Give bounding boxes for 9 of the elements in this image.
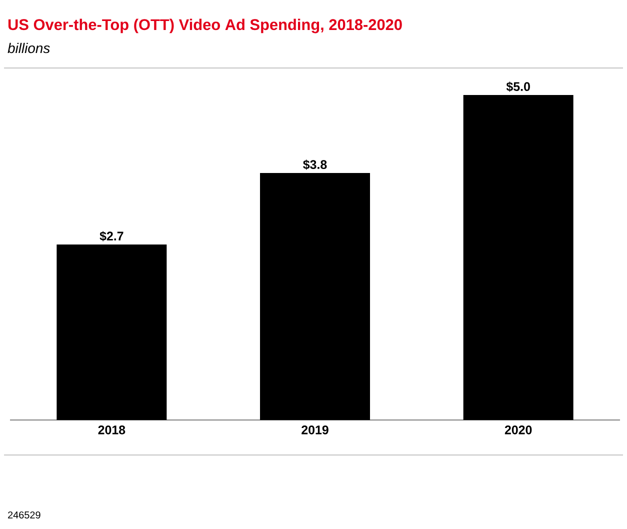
data-label: $2.7: [100, 231, 124, 242]
x-tick-label: 2020: [504, 426, 532, 434]
chart-subtitle: billions: [8, 42, 50, 54]
chart-title: US Over-the-Top (OTT) Video Ad Spending, 2018-2020: [8, 18, 402, 34]
data-label: $3.8: [303, 160, 327, 170]
text: 246529: [8, 511, 40, 519]
x-tick-label: 2018: [98, 426, 126, 434]
data-label: $5.0: [506, 82, 530, 92]
x-tick-label: 2019: [302, 426, 328, 434]
